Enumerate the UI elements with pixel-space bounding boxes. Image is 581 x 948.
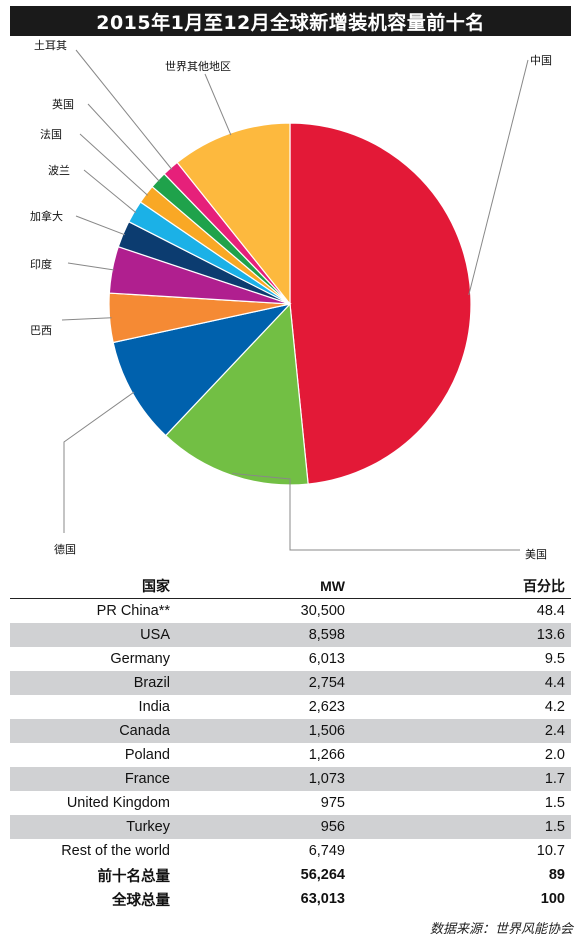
table-row: Turkey 956 1.5: [10, 815, 571, 839]
total-percent: 100: [540, 891, 565, 907]
slice-label: 世界其他地区: [165, 60, 231, 73]
slice-label: 法国: [40, 127, 62, 141]
table-row: Rest of the world 6,749 10.7: [10, 839, 571, 863]
slice-label: 美国: [525, 548, 547, 561]
table-row: Poland 1,266 2.0: [10, 743, 571, 767]
cell-mw: 1,073: [308, 771, 345, 787]
cell-percent: 4.4: [544, 675, 565, 691]
cell-percent: 2.0: [544, 747, 565, 763]
table-header: 国家 MW 百分比: [10, 574, 571, 599]
header-country: 国家: [142, 578, 170, 594]
leader-line: [63, 391, 135, 533]
source-note: 数据来源：世界风能协会: [429, 922, 573, 937]
cell-country: Germany: [110, 651, 170, 667]
slice-label: 波兰: [48, 164, 70, 177]
cell-percent: 10.7: [536, 843, 565, 859]
cell-country: Poland: [124, 747, 170, 763]
cell-country: USA: [140, 627, 170, 643]
slice-label: 德国: [54, 542, 76, 556]
slice-label: 巴西: [30, 324, 52, 337]
total-mw: 63,013: [300, 891, 345, 907]
table-row: Canada 1,506 2.4: [10, 719, 571, 743]
table-row: Brazil 2,754 4.4: [10, 671, 571, 695]
slice-label: 英国: [52, 97, 74, 111]
table-row: PR China** 30,500 48.4: [10, 599, 571, 623]
cell-percent: 4.2: [544, 699, 565, 715]
cell-mw: 8,598: [308, 627, 345, 643]
cell-country: France: [124, 771, 170, 787]
chart-title: 2015年1月至12月全球新增装机容量前十名: [10, 6, 571, 36]
total-row: 全球总量 63,013 100: [10, 887, 571, 911]
leader-line: [75, 215, 126, 236]
pie-slice: [164, 302, 309, 486]
leader-line: [232, 472, 520, 551]
cell-mw: 956: [320, 819, 345, 835]
cell-mw: 6,749: [308, 843, 345, 859]
cell-mw: 30,500: [300, 603, 345, 619]
total-mw: 56,264: [300, 867, 345, 883]
leader-line: [83, 169, 137, 214]
data-table: 国家 MW 百分比 PR China** 30,500 48.4 USA 8,598 13…: [10, 574, 571, 911]
pie-slice: [289, 122, 472, 485]
slice-label: 印度: [30, 257, 52, 271]
table-row: USA 8,598 13.6: [10, 623, 571, 647]
cell-country: PR China**: [96, 603, 170, 619]
leader-line: [79, 133, 149, 196]
leader-line: [468, 59, 529, 296]
cell-mw: 1,506: [308, 723, 345, 739]
leader-line: [87, 103, 160, 182]
cell-percent: 1.5: [544, 819, 565, 835]
cell-percent: 48.4: [536, 603, 565, 619]
slice-label: 加拿大: [30, 209, 63, 223]
table-row: United Kingdom 975 1.5: [10, 791, 571, 815]
leader-line: [61, 317, 112, 321]
cell-percent: 1.5: [544, 795, 565, 811]
cell-mw: 6,013: [308, 651, 345, 667]
leader-line: [67, 262, 115, 271]
slice-label: 土耳其: [34, 39, 67, 52]
cell-percent: 2.4: [544, 723, 565, 739]
cell-country: India: [138, 699, 170, 715]
total-label: 全球总量: [112, 892, 170, 909]
cell-mw: 2,754: [308, 675, 345, 691]
total-row: 前十名总量 56,264 89: [10, 863, 571, 887]
cell-country: Canada: [119, 723, 170, 739]
cell-percent: 9.5: [544, 651, 565, 667]
cell-country: Turkey: [126, 819, 170, 835]
cell-mw: 2,623: [308, 699, 345, 715]
cell-country: Brazil: [133, 675, 170, 691]
leader-line: [75, 49, 173, 170]
table-row: France 1,073 1.7: [10, 767, 571, 791]
cell-country: Rest of the world: [61, 843, 170, 859]
leader-line: [204, 73, 232, 136]
cell-mw: 1,266: [308, 747, 345, 763]
cell-country: United Kingdom: [66, 795, 170, 811]
total-label: 前十名总量: [97, 868, 171, 885]
cell-percent: 13.6: [536, 627, 565, 643]
cell-mw: 975: [320, 795, 345, 811]
slice-label: 中国: [530, 54, 552, 67]
table-row: India 2,623 4.2: [10, 695, 571, 719]
table-row: Germany 6,013 9.5: [10, 647, 571, 671]
total-percent: 89: [548, 867, 565, 883]
header-mw: MW: [320, 578, 345, 594]
header-percent: 百分比: [523, 578, 565, 594]
cell-percent: 1.7: [544, 771, 565, 787]
